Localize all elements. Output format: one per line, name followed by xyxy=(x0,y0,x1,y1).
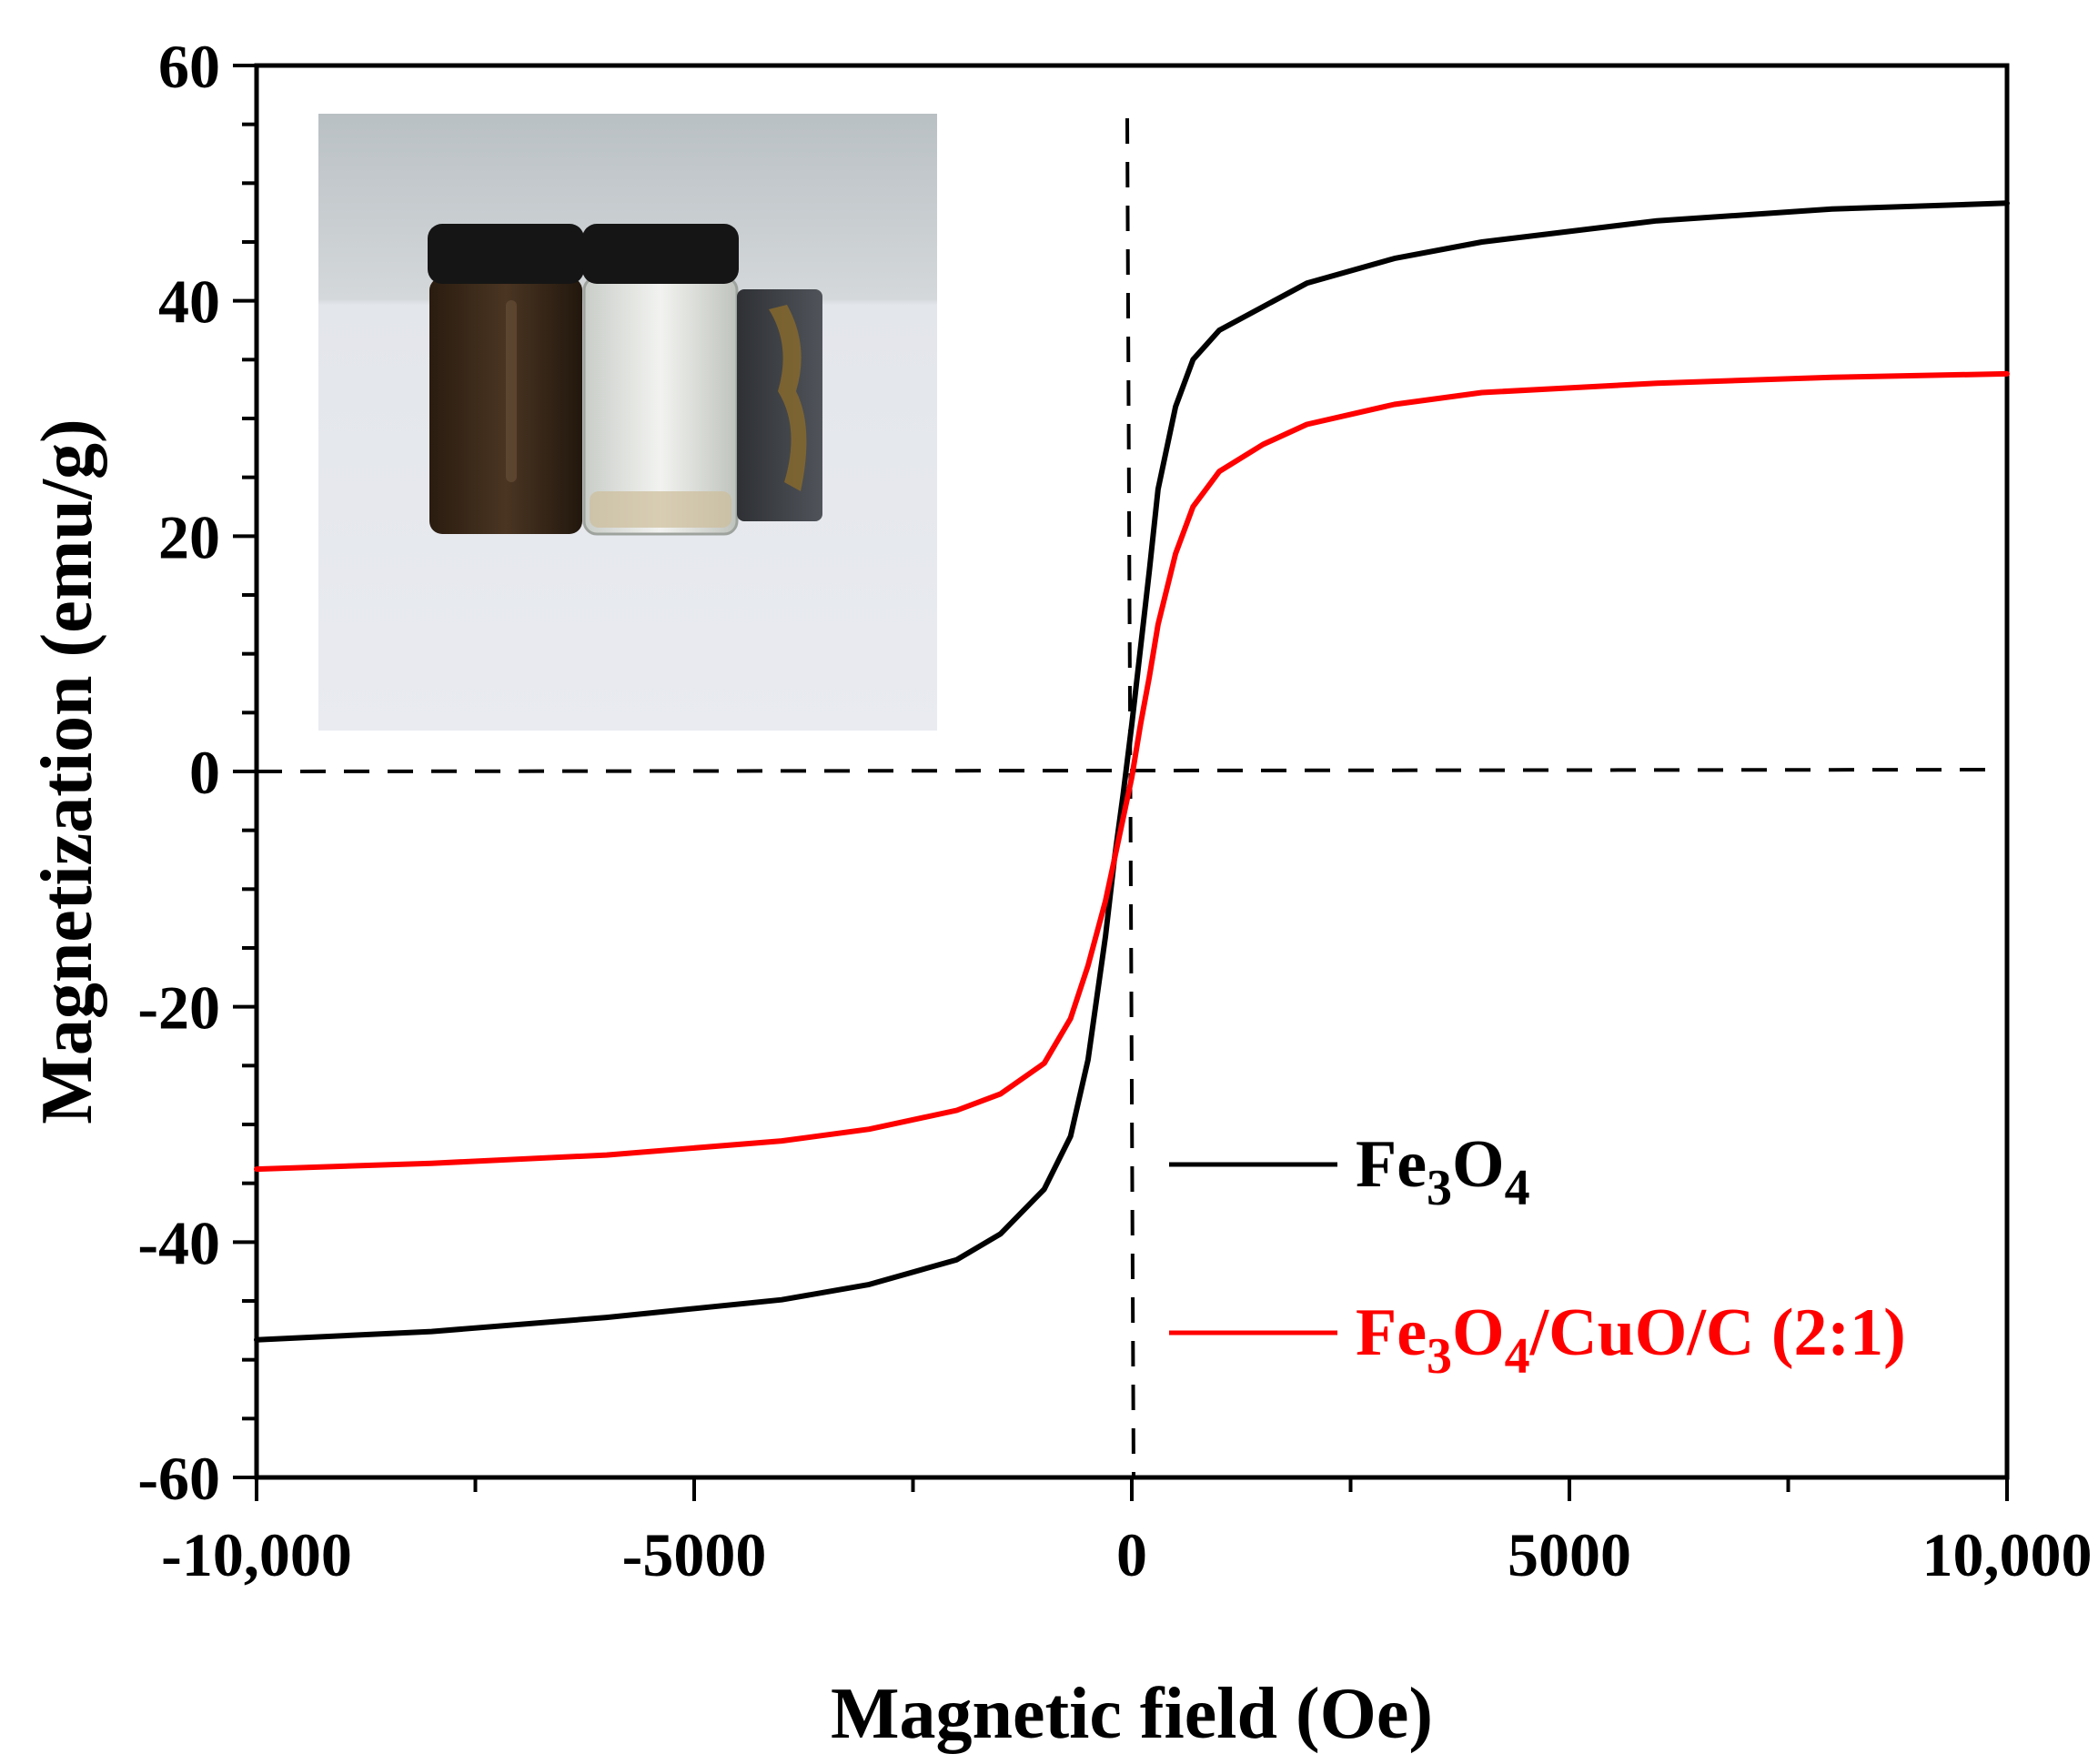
series-line-fe3o4 xyxy=(254,200,2010,1343)
y-tick-label: 20 xyxy=(158,502,220,571)
y-tick-label: -60 xyxy=(137,1444,220,1513)
reference-lines xyxy=(256,117,1997,1478)
x-tick-label: 0 xyxy=(1116,1520,1147,1589)
series-line-fe3o4-cuo-c xyxy=(254,370,2010,1173)
legend: Fe3O4 Fe3O4/CuO/C (2:1) xyxy=(1169,1127,1906,1385)
axis-ticks xyxy=(233,64,2009,1501)
y-tick-label: 60 xyxy=(158,32,220,101)
y-axis-title: Magnetization (emu/g) xyxy=(27,418,107,1124)
series-lines xyxy=(254,200,2010,1343)
inset-photo xyxy=(318,114,937,731)
y-tick-label: -40 xyxy=(137,1208,220,1277)
inset-vial-brown-cap xyxy=(428,224,584,284)
x-axis-title: Magnetic field (Oe) xyxy=(831,1674,1433,1754)
zero-field-dashed-line xyxy=(1125,117,1135,1478)
y-tick-label: 40 xyxy=(158,267,220,337)
zero-magnetization-dashed-line xyxy=(256,768,1997,773)
legend-label-fe3o4-cuo-c: Fe3O4/CuO/C (2:1) xyxy=(1356,1295,1906,1385)
y-tick-label: 0 xyxy=(189,738,220,807)
inset-magnet-rust xyxy=(769,305,807,491)
inset-vial-brown-highlight xyxy=(506,300,517,482)
x-tick-label: 5000 xyxy=(1508,1520,1631,1589)
legend-label-fe3o4: Fe3O4 xyxy=(1356,1127,1530,1216)
tick-labels: -10,000 -5000 0 5000 10,000 -60 -40 -20 0 20 40 60 xyxy=(137,32,2092,1589)
x-tick-label: 10,000 xyxy=(1922,1520,2093,1589)
inset-vial-clear-sediment xyxy=(590,491,731,528)
x-tick-label: -5000 xyxy=(622,1520,767,1589)
y-tick-label: -20 xyxy=(137,973,220,1043)
inset-vial-clear-cap xyxy=(582,224,739,284)
x-tick-label: -10,000 xyxy=(161,1520,352,1589)
